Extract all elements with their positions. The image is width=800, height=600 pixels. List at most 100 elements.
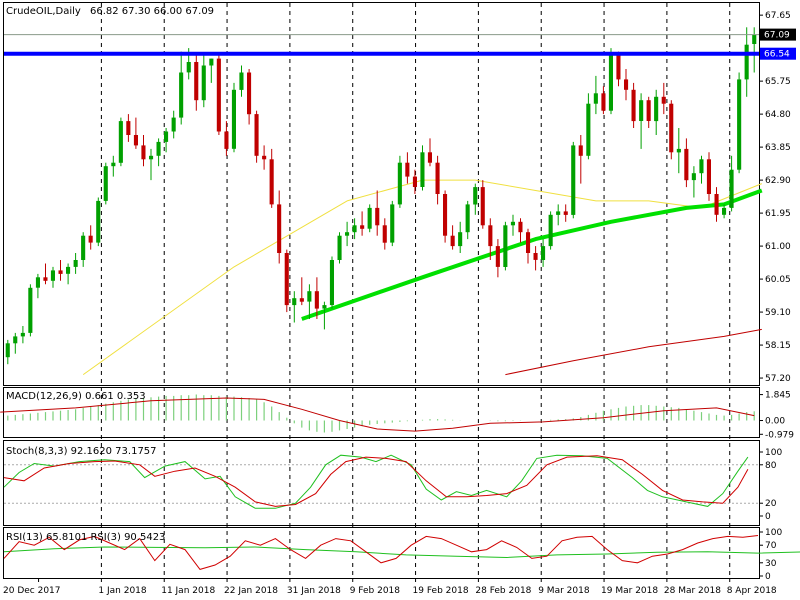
date-label: 20 Dec 2017 (3, 586, 61, 596)
price-tick-label: 65.75 (765, 77, 791, 87)
candle-body (66, 266, 71, 274)
candle-body (20, 332, 25, 337)
candle-body (254, 114, 259, 156)
candle-body (412, 176, 417, 187)
rsi-tick-label: 0 (765, 572, 771, 582)
candle-body (654, 96, 659, 122)
candle-body (352, 225, 357, 233)
candle-body (601, 93, 606, 111)
chart-ohlc: 66.82 67.30 66.00 67.09 (90, 6, 214, 17)
macd-tick-label: 1.845 (765, 391, 791, 401)
price-levels (4, 34, 759, 56)
candle-body (375, 207, 380, 226)
candle-body (435, 162, 440, 194)
candle-body (465, 204, 470, 233)
candle-body (488, 225, 493, 247)
candle-body (299, 298, 304, 302)
candle-body (578, 145, 583, 156)
date-label: 19 Feb 2018 (413, 586, 469, 596)
candle-body (216, 58, 221, 132)
candle-body (646, 100, 651, 121)
macd-tick-label: 0.00 (765, 417, 785, 427)
candle-body (201, 65, 206, 101)
candle-body (737, 79, 742, 170)
price-tick-label: 64.80 (765, 110, 791, 120)
date-label: 9 Feb 2018 (350, 586, 401, 596)
date-label: 8 Apr 2018 (727, 586, 777, 596)
candle-body (541, 246, 546, 260)
resistance-price-tag: 66.54 (764, 50, 790, 60)
date-label: 28 Feb 2018 (475, 586, 531, 596)
stoch-pane-frame (3, 440, 760, 526)
candle-body (639, 100, 644, 121)
price-axis: 67.65 65.75 64.80 63.85 62.90 61.95 61.00 60.05… (759, 11, 796, 384)
candle-body (367, 207, 372, 229)
stoch-tick-label: 100 (765, 448, 782, 458)
stoch-signal-line (3, 455, 749, 507)
ma-slow-line (505, 328, 762, 376)
rsi-label: RSI(13) 65.8101 RSI(3) 90.5423 (6, 532, 165, 543)
candle-body (608, 55, 613, 111)
candle-body (186, 62, 191, 73)
candle-body (676, 148, 681, 153)
candle-body (329, 260, 334, 306)
candle-body (503, 225, 508, 267)
candle-body (556, 211, 561, 215)
candle-body (714, 194, 719, 215)
date-label: 1 Jan 2018 (98, 586, 146, 596)
candle-body (96, 200, 101, 243)
candle-body (510, 221, 515, 226)
candle-body (307, 291, 312, 302)
candle-body (533, 253, 538, 260)
ma-mid-line (82, 179, 762, 376)
candle-body (495, 246, 500, 267)
candle-body (269, 159, 274, 205)
candle-body (458, 232, 463, 247)
candle-body (179, 72, 184, 118)
candle-body (126, 121, 131, 135)
candle-body (231, 89, 236, 149)
candle-body (156, 141, 161, 156)
date-axis: 20 Dec 2017 1 Jan 2018 11 Jan 2018 22 Jan 2… (3, 578, 777, 596)
candle-body (752, 34, 757, 44)
candle-body (43, 277, 48, 281)
candle-body (661, 96, 666, 104)
macd-indicator: 1.845 0.00 -0.979 (0, 391, 794, 440)
candle-body (518, 221, 523, 233)
candle-body (548, 214, 553, 247)
candle-body (360, 225, 365, 229)
candle-body (624, 79, 629, 90)
candle-body (224, 131, 229, 149)
candle-body (262, 155, 267, 160)
candle-body (669, 103, 674, 153)
candle-body (13, 336, 18, 344)
candle-body (729, 169, 734, 208)
stoch-main-line (3, 454, 749, 509)
candle-body (58, 270, 63, 274)
candle-body (684, 148, 689, 181)
candle-body (382, 225, 387, 243)
date-label: 11 Jan 2018 (161, 586, 215, 596)
candle-body (443, 194, 448, 236)
candle-body (50, 270, 55, 281)
candle-body (171, 117, 176, 132)
current-price-tag-bg (760, 28, 796, 41)
price-tick-label: 58.15 (765, 341, 791, 351)
candle-body (563, 211, 568, 215)
stoch-tick-label: 20 (765, 499, 777, 509)
date-label: 28 Mar 2018 (664, 586, 721, 596)
price-tick-label: 63.85 (765, 143, 791, 153)
macd-tick-label: -0.979 (765, 430, 794, 440)
candle-body (722, 207, 727, 215)
rsi-tick-label: 100 (765, 528, 782, 538)
candle-body (164, 131, 169, 142)
current-price-tag: 67.09 (764, 31, 790, 41)
resistance-price-tag-bg (760, 47, 796, 60)
candle-body (35, 277, 40, 288)
candle-body (593, 93, 598, 104)
candle-body (73, 260, 78, 267)
candle-body (28, 287, 33, 333)
rsi-tick-label: 70 (765, 541, 777, 551)
candle-body (631, 89, 636, 122)
